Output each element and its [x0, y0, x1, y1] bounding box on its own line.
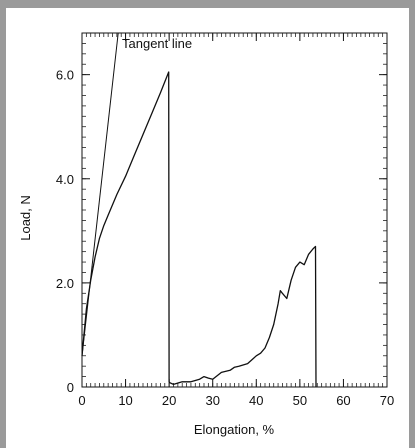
- y-tick-label: 6.0: [56, 68, 74, 83]
- y-tick-label: 0: [67, 380, 74, 395]
- figure-panel: 0 10 20 30 40 50 60 70 0 2.0 4.0 6.0 Tangent line …: [6, 8, 409, 448]
- x-tick-labels: 0 10 20 30 40 50 60 70: [78, 393, 394, 408]
- plot-frame: [81, 32, 388, 388]
- x-tick-label: 10: [118, 393, 132, 408]
- load-elongation-chart: 0 10 20 30 40 50 60 70 02.04.06.0 Tangent line …: [18, 32, 394, 437]
- series-layer: [81, 32, 317, 388]
- x-tick-label: 20: [162, 393, 176, 408]
- major-ticks: [81, 33, 388, 388]
- x-tick-label: 30: [205, 393, 219, 408]
- load-elongation-curve: [81, 71, 317, 388]
- x-tick-label: 0: [78, 393, 85, 408]
- x-axis-title: Elongation, %: [194, 422, 275, 437]
- tangent-line: [81, 32, 119, 356]
- y-axis-title: Load, N: [18, 195, 33, 241]
- y-tick-label: 4.0: [56, 172, 74, 187]
- tangent-line-annotation: Tangent line: [122, 36, 192, 51]
- x-tick-label: 50: [293, 393, 307, 408]
- x-tick-label: 40: [249, 393, 263, 408]
- y-tick-label: 2.0: [56, 276, 74, 291]
- minor-ticks: [81, 32, 388, 388]
- x-tick-label: 70: [380, 393, 394, 408]
- y-tick-labels: 0 2.0 4.0 6.0: [56, 68, 74, 395]
- x-tick-label: 60: [336, 393, 350, 408]
